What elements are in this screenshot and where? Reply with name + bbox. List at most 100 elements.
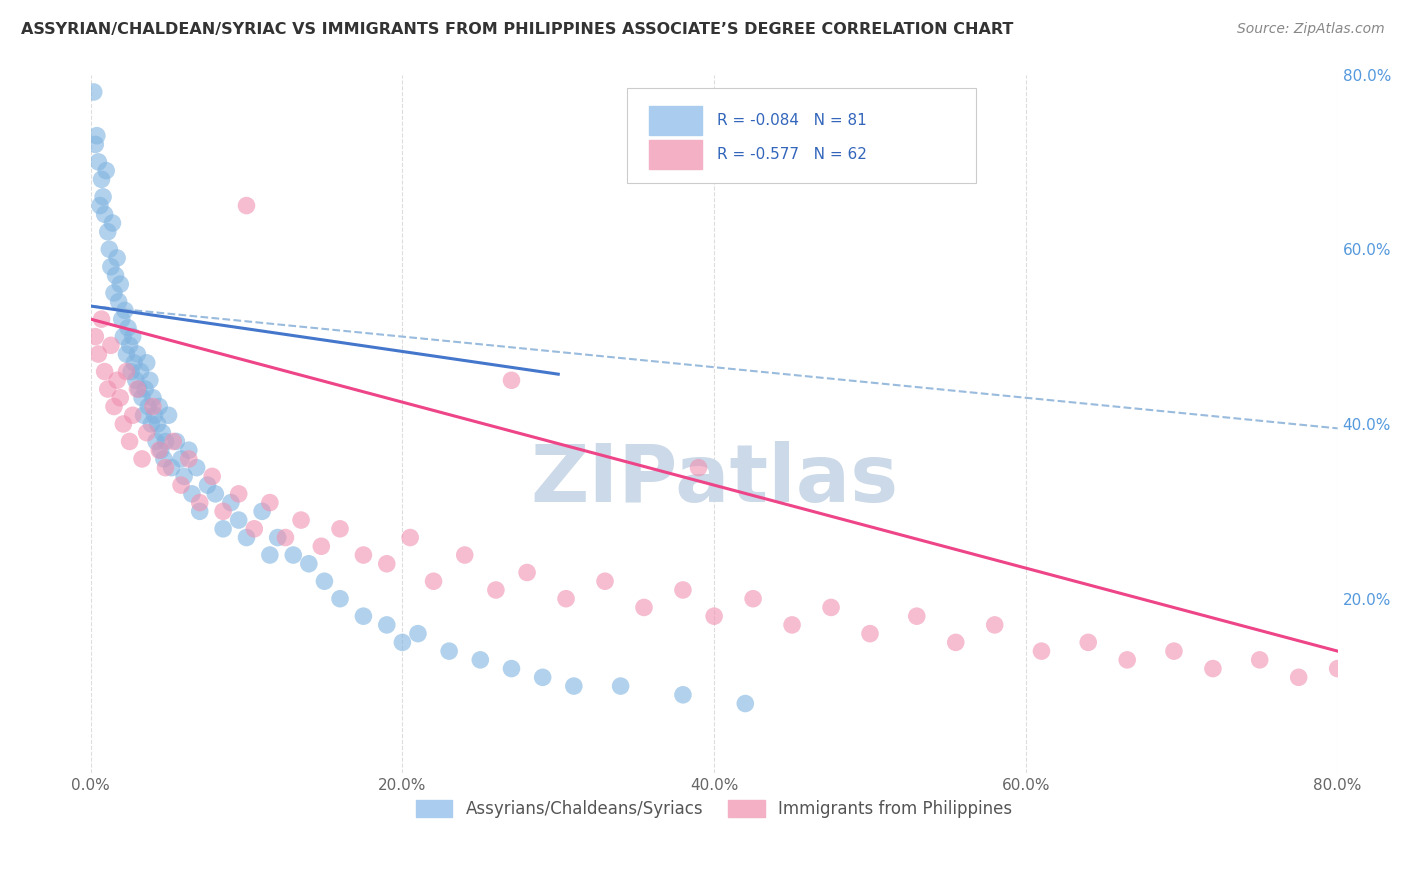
Point [1288,670,1310,684]
Point [314,574,336,589]
Point [406,626,429,640]
Point [329,591,352,606]
Point [391,635,413,649]
Point [375,557,398,571]
Point [352,548,374,562]
Point [153,451,176,466]
Point [181,487,204,501]
Point [98,242,121,256]
Point [134,382,156,396]
Point [1163,644,1185,658]
Point [110,391,132,405]
Point [235,198,257,212]
Point [112,329,135,343]
Point [1077,635,1099,649]
Point [1249,653,1271,667]
Point [290,513,312,527]
Point [311,539,333,553]
Point [114,303,136,318]
Point [228,513,250,527]
Point [219,495,242,509]
Point [422,574,444,589]
Point [259,548,281,562]
Point [259,495,281,509]
Point [555,591,578,606]
Point [97,225,120,239]
Point [228,487,250,501]
Point [90,312,112,326]
Point [127,382,149,396]
Point [186,460,208,475]
Point [115,347,138,361]
Point [103,285,125,300]
Point [142,391,165,405]
Point [121,329,143,343]
Point [672,688,695,702]
Point [86,128,108,143]
Point [593,574,616,589]
Point [100,260,122,274]
Point [1326,662,1348,676]
Point [139,373,162,387]
Point [703,609,725,624]
Point [485,582,508,597]
Point [148,400,170,414]
Point [516,566,538,580]
Point [197,478,219,492]
Point [122,356,145,370]
Point [501,373,523,387]
Point [1202,662,1225,676]
Point [143,409,166,423]
Point [149,443,172,458]
Point [110,277,132,292]
Point [188,495,211,509]
Point [609,679,631,693]
Point [84,137,107,152]
Point [531,670,554,684]
Point [170,451,193,466]
Point [112,417,135,431]
Point [162,434,184,449]
Point [905,609,928,624]
Point [235,531,257,545]
Point [83,85,105,99]
Point [111,312,134,326]
Point [101,216,124,230]
Point [945,635,967,649]
Point [135,356,157,370]
Point [437,644,460,658]
Point [141,417,163,431]
Point [125,373,148,387]
Text: ASSYRIAN/CHALDEAN/SYRIAC VS IMMIGRANTS FROM PHILIPPINES ASSOCIATE’S DEGREE CORRE: ASSYRIAN/CHALDEAN/SYRIAC VS IMMIGRANTS F… [21,22,1014,37]
Point [131,451,153,466]
Point [115,365,138,379]
Point [142,400,165,414]
Point [1031,644,1053,658]
Text: Source: ZipAtlas.com: Source: ZipAtlas.com [1237,22,1385,37]
Point [212,522,235,536]
Point [454,548,477,562]
Point [117,321,139,335]
Point [201,469,224,483]
Point [148,443,170,458]
Point [780,618,803,632]
Point [212,504,235,518]
Point [562,679,585,693]
Point [501,662,523,676]
Point [155,434,177,449]
Point [742,591,765,606]
Point [145,434,167,449]
Point [170,478,193,492]
Point [107,294,129,309]
Point [104,268,127,283]
Point [146,417,169,431]
Point [859,626,882,640]
Point [250,504,273,518]
Point [103,400,125,414]
Point [266,531,288,545]
Point [100,338,122,352]
Point [91,190,114,204]
Point [204,487,226,501]
Point [983,618,1005,632]
Point [93,207,115,221]
